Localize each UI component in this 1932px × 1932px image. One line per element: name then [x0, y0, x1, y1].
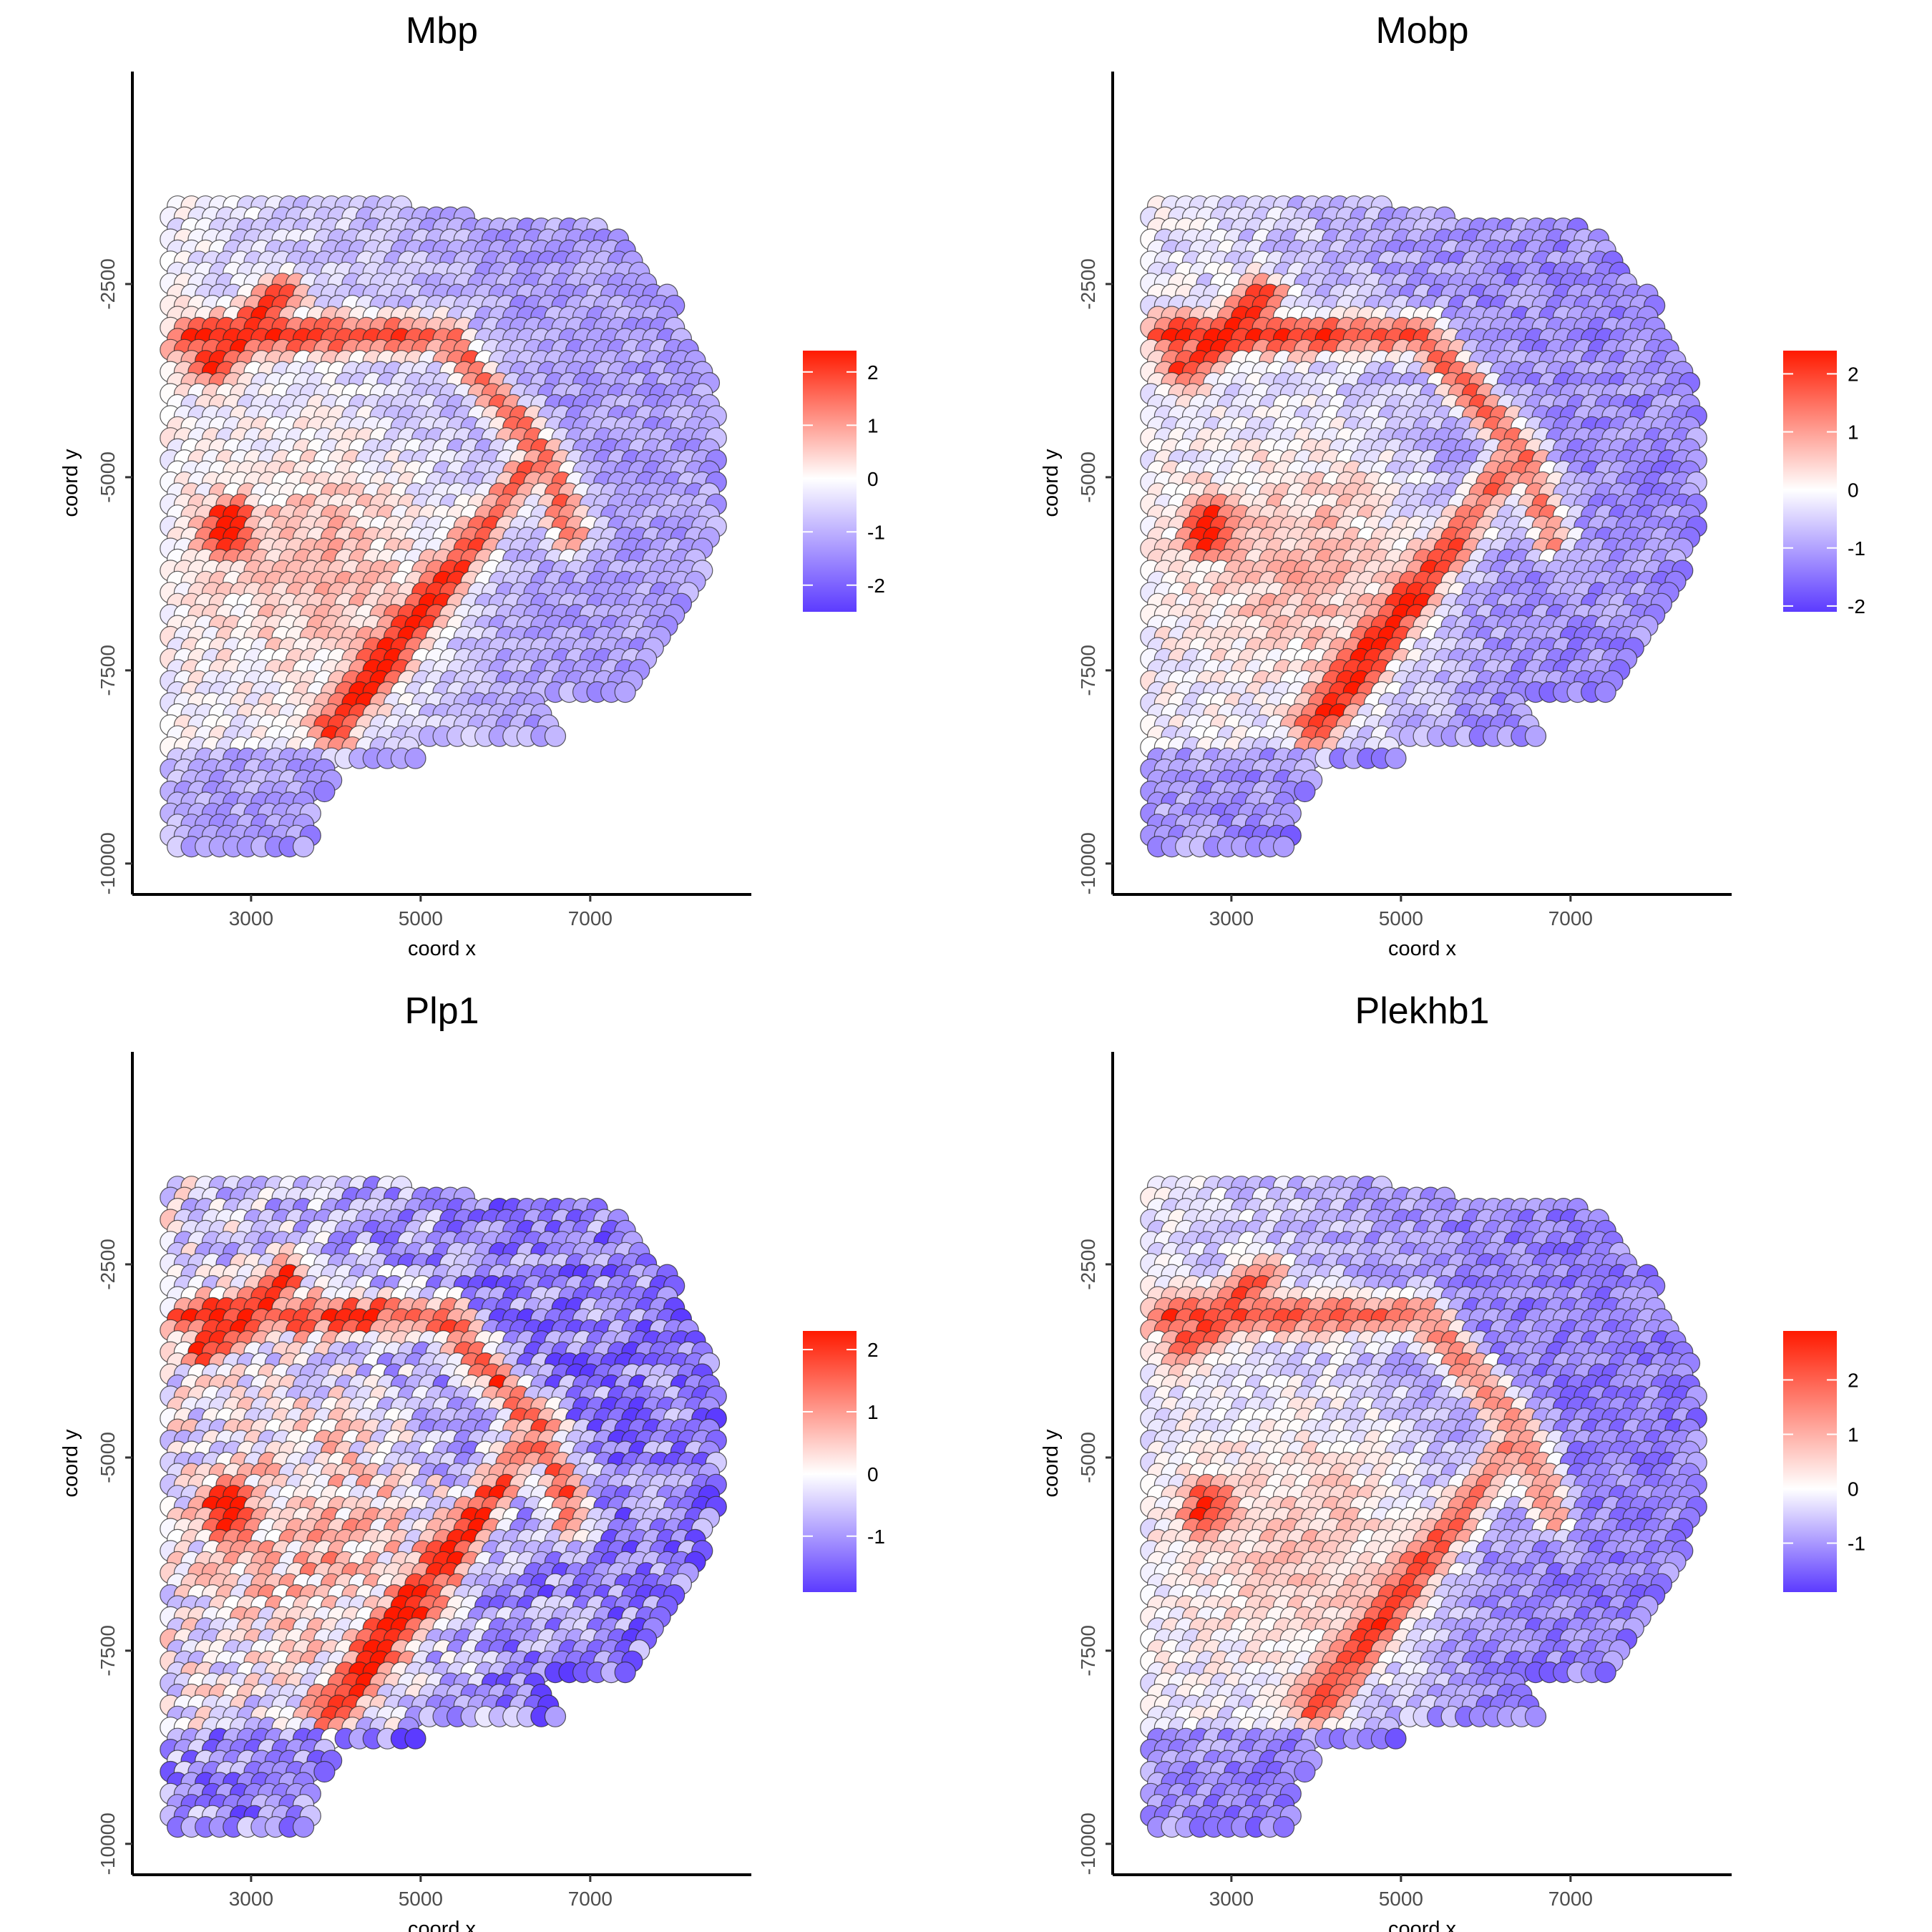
spot — [293, 835, 315, 858]
legend-tick-label: 0 — [1848, 479, 1859, 502]
y-tick-label: -10000 — [97, 832, 119, 894]
spot — [614, 680, 636, 703]
x-tick-label: 5000 — [1379, 907, 1423, 930]
y-tick-label: -7500 — [97, 645, 119, 696]
spot — [1385, 747, 1407, 769]
panel-title: Mbp — [406, 10, 478, 52]
y-axis-title: coord y — [1040, 449, 1063, 517]
y-tick-label: -5000 — [97, 452, 119, 503]
legend-tick-label: -2 — [867, 575, 885, 597]
legend-tick-label: 1 — [867, 414, 879, 436]
y-tick-label: -2500 — [97, 258, 119, 310]
spots — [160, 1176, 727, 1838]
x-tick-label: 7000 — [568, 907, 613, 930]
x-axis-title: coord x — [408, 937, 477, 960]
spot — [1594, 680, 1616, 703]
y-tick-label: -5000 — [1077, 452, 1099, 503]
legend-tick-label: -1 — [1848, 537, 1865, 560]
legend-color-bar — [1783, 351, 1837, 612]
panel-title: Mobp — [1375, 10, 1468, 52]
spots — [1140, 195, 1707, 858]
legend-tick-label: -1 — [867, 521, 885, 543]
spot — [1524, 725, 1547, 747]
panel-1: 3000 5000 7000 -2500 -5000 -7500 -10000 Mbp coor… — [59, 10, 885, 960]
spots — [160, 195, 727, 858]
spot — [1294, 780, 1316, 803]
spot — [1273, 835, 1295, 858]
legend-color-bar — [803, 351, 857, 612]
legend-tick-label: 2 — [1848, 363, 1859, 385]
x-axis-title: coord x — [1388, 937, 1457, 960]
y-axis-title: coord y — [59, 449, 82, 517]
spot — [544, 725, 567, 747]
x-tick-label: 5000 — [399, 907, 443, 930]
y-tick-label: -7500 — [1077, 645, 1099, 696]
x-tick-label: 3000 — [1209, 907, 1254, 930]
spot — [404, 747, 426, 769]
spot — [313, 780, 336, 803]
x-tick-label: 7000 — [1548, 907, 1593, 930]
legend-tick-label: 2 — [867, 361, 879, 384]
panel-3: 3000 5000 7000-2500-5000-7500-10000Plp1coo… — [59, 990, 885, 1932]
legend-tick-label: -2 — [1848, 595, 1865, 618]
panel-2: 3000 5000 7000 -2500 -5000 -7500 -10000 Mobp coo… — [1040, 10, 1865, 960]
y-tick-label: -2500 — [1077, 258, 1099, 310]
legend-tick-label: 1 — [1848, 421, 1859, 444]
y-tick-label: -10000 — [1077, 832, 1099, 894]
x-tick-label: 3000 — [229, 907, 273, 930]
legend-tick-label: 0 — [867, 468, 879, 490]
